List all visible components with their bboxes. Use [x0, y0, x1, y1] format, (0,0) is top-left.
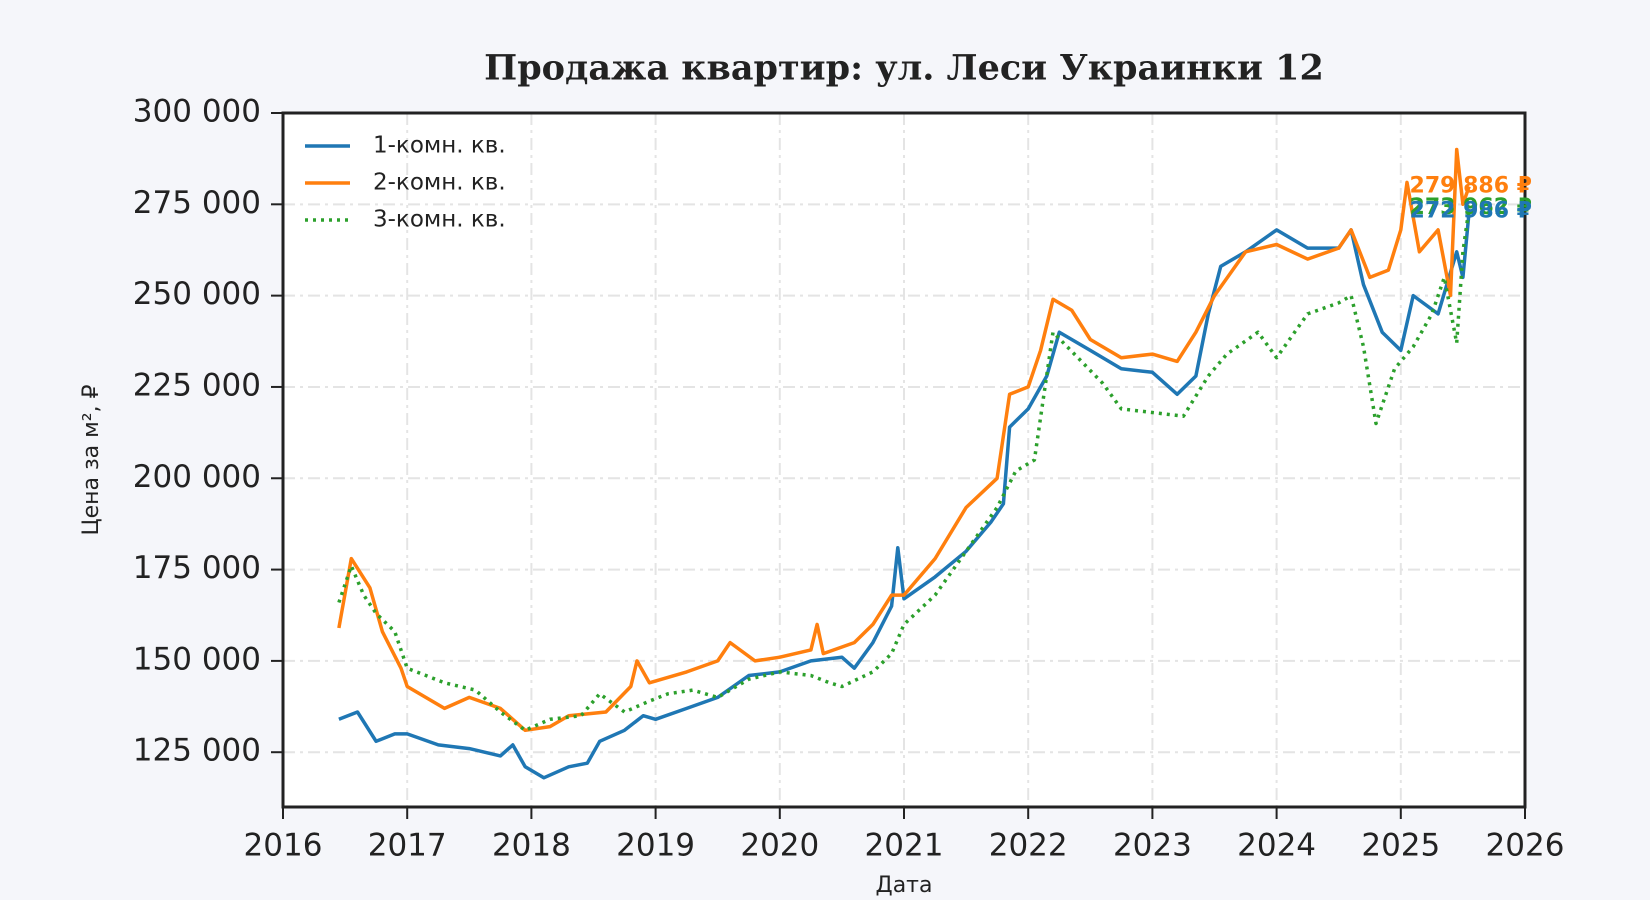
y-tick-label: 275 000 — [133, 185, 261, 221]
y-tick-label: 300 000 — [133, 94, 261, 130]
series-line — [337, 147, 1471, 733]
y-tick-label: 150 000 — [133, 641, 261, 677]
end-label: 273 962 ₽ — [1410, 195, 1532, 220]
x-tick-label: 2016 — [244, 828, 323, 864]
y-axis-label: Цена за м², ₽ — [79, 384, 104, 535]
x-tick-label: 2024 — [1237, 828, 1316, 864]
legend-label: 2-комн. кв. — [373, 170, 506, 196]
end-label: 279 886 ₽ — [1410, 173, 1532, 198]
x-tick-label: 2019 — [616, 828, 695, 864]
x-tick-label: 2021 — [865, 828, 944, 864]
x-tick-label: 2025 — [1361, 828, 1440, 864]
y-tick-label: 200 000 — [133, 459, 261, 495]
legend-label: 3-комн. кв. — [373, 207, 506, 233]
plot-frame — [281, 111, 1527, 809]
x-tick-label: 2018 — [492, 828, 571, 864]
x-tick-label: 2017 — [368, 828, 447, 864]
x-axis-label: Дата — [876, 873, 933, 898]
x-tick-label: 2023 — [1113, 828, 1192, 864]
y-tick-label: 175 000 — [133, 550, 261, 586]
end-label: 272 986 ₽ — [1410, 199, 1532, 224]
series-line — [337, 207, 1471, 733]
y-tick-label: 125 000 — [133, 733, 261, 769]
x-tick-label: 2026 — [1486, 828, 1565, 864]
legend-label: 1-комн. кв. — [373, 133, 506, 159]
chart-title: Продажа квартир: ул. Леси Украинки 12 — [484, 48, 1324, 89]
legend: 1-комн. кв. 2-комн. кв. 3-комн. кв. — [305, 133, 506, 233]
y-tick-label: 250 000 — [133, 276, 261, 312]
y-tick-label: 225 000 — [133, 367, 261, 403]
x-tick-label: 2020 — [740, 828, 819, 864]
x-tick-label: 2022 — [989, 828, 1068, 864]
